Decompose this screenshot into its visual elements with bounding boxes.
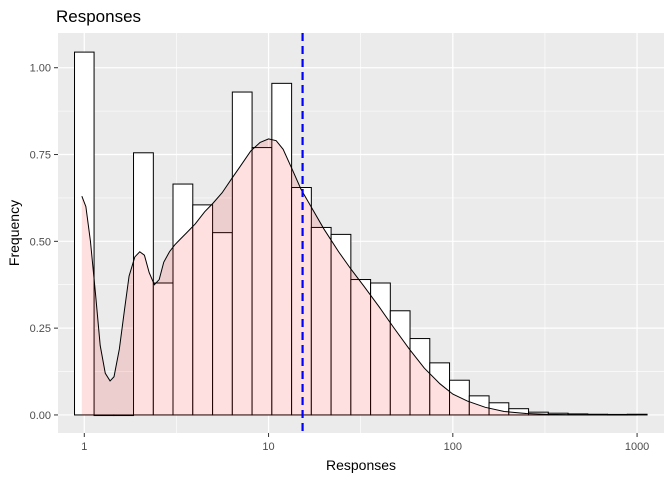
y-tick-label: 0.75 <box>30 150 51 162</box>
histogram-bar <box>74 51 95 416</box>
histogram-bar <box>93 414 115 417</box>
x-axis-title: Responses <box>326 457 396 473</box>
y-tick-label: 0.25 <box>30 323 51 335</box>
x-axis-ticks: 1 10 100 1000 <box>81 433 649 453</box>
x-tick-label: 1 <box>81 441 87 453</box>
x-tick-label: 100 <box>444 441 462 453</box>
y-tick-label: 0.50 <box>30 236 51 248</box>
x-tick-label: 10 <box>262 441 274 453</box>
density-curve-area <box>81 138 638 415</box>
y-axis-ticks: 0.00 0.25 0.50 0.75 1.00 <box>30 63 58 422</box>
histogram-bars <box>74 51 648 417</box>
histogram-bar <box>113 414 135 417</box>
y-axis-title: Frequency <box>6 200 22 266</box>
density-curve-line <box>81 138 638 416</box>
x-tick-label: 1000 <box>625 441 649 453</box>
y-tick-label: 1.00 <box>30 63 51 75</box>
chart-title: Responses <box>56 7 141 26</box>
y-tick-label: 0.00 <box>30 410 51 422</box>
